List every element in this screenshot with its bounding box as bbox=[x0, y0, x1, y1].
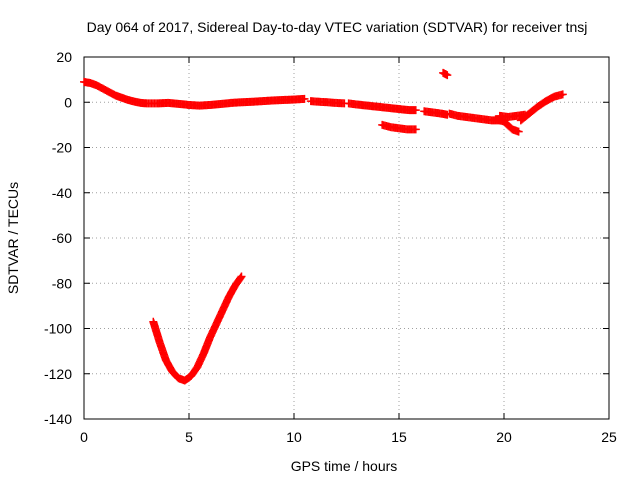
y-tick-label: -20 bbox=[52, 140, 72, 156]
x-tick-label: 5 bbox=[185, 429, 193, 445]
y-axis-label: SDTVAR / TECUs bbox=[5, 182, 21, 294]
y-tick-label: -80 bbox=[52, 275, 72, 291]
series-arc-b bbox=[378, 120, 420, 134]
y-tick-label: -40 bbox=[52, 185, 72, 201]
series-arc-a bbox=[344, 99, 420, 115]
data-point-marker bbox=[237, 272, 246, 281]
y-tick-label: -60 bbox=[52, 230, 72, 246]
series-arc-d bbox=[420, 107, 452, 119]
x-tick-label: 20 bbox=[496, 429, 512, 445]
series-arc-f bbox=[491, 115, 523, 136]
data-point-marker bbox=[236, 273, 245, 282]
series-arc-main bbox=[80, 77, 309, 110]
x-tick-label: 15 bbox=[391, 429, 407, 445]
series-arc-low bbox=[149, 272, 246, 385]
data-points bbox=[80, 68, 567, 385]
y-tick-label: -140 bbox=[44, 411, 72, 427]
chart-title: Day 064 of 2017, Sidereal Day-to-day VTE… bbox=[87, 19, 588, 35]
y-tick-label: 0 bbox=[64, 94, 72, 110]
x-tick-label: 0 bbox=[80, 429, 88, 445]
data-point-marker bbox=[514, 127, 523, 136]
data-point-marker bbox=[411, 125, 420, 134]
x-tick-label: 25 bbox=[601, 429, 617, 445]
data-point-marker bbox=[300, 94, 309, 103]
series-arc-h bbox=[516, 90, 567, 125]
y-tick-label: -100 bbox=[44, 321, 72, 337]
series-arc-mid bbox=[306, 97, 349, 108]
data-point-marker bbox=[411, 106, 420, 115]
series-arc-c bbox=[439, 68, 452, 80]
axis-ticks: 0 5 10 15 20 25 20 0 -20 -40 -60 -80 -100 -120 -140 bbox=[44, 49, 617, 445]
y-tick-label: -120 bbox=[44, 366, 72, 382]
x-axis-label: GPS time / hours bbox=[291, 458, 398, 474]
data-point-marker bbox=[443, 71, 452, 80]
data-point-marker bbox=[558, 90, 567, 99]
x-tick-label: 10 bbox=[286, 429, 302, 445]
y-tick-label: 20 bbox=[56, 49, 72, 65]
